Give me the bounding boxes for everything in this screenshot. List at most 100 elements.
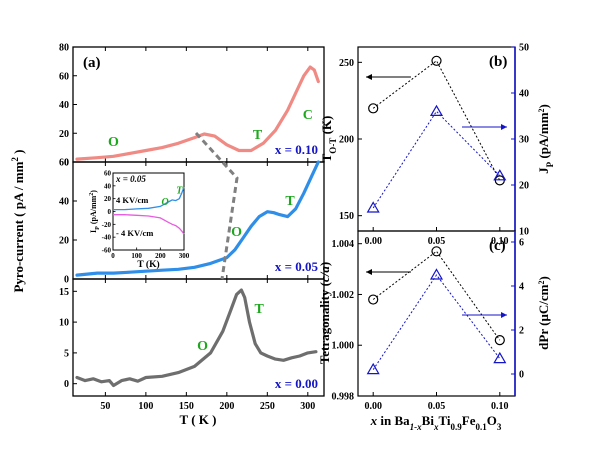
inset-x-label: T (K) xyxy=(137,259,159,270)
right-series-line xyxy=(372,110,501,209)
x-axis-label: x in Ba1-xBixTi0.9Fe0.1O3 xyxy=(370,413,502,432)
right-series-point xyxy=(493,169,507,181)
left-series-point xyxy=(494,335,505,346)
right-y-tick-label: 4 xyxy=(519,282,524,293)
left-y-tick-label: 200 xyxy=(339,135,354,146)
panel-b: 150 200 250 10 20 30 40 50 0.00 0.05 0.10 (b) TO-T (… xyxy=(319,43,555,248)
phase-label-O: O xyxy=(197,339,208,354)
right-y-tick-label: 20 xyxy=(519,181,529,192)
phase-label-C: C xyxy=(303,108,313,123)
inset-y-label: IP (pA/mm2) xyxy=(89,190,101,233)
x-tick-label: 300 xyxy=(300,401,315,412)
left-y-tick-label: 1.000 xyxy=(332,341,355,352)
inset-y-tick-label: 20 xyxy=(104,195,112,203)
right-y-tick-label: 0 xyxy=(519,370,524,381)
inset-frame xyxy=(112,172,185,251)
y-tick-label: 20 xyxy=(59,129,69,140)
x-tick-label: 0.10 xyxy=(491,401,509,412)
phase-label-O: O xyxy=(108,135,119,150)
inset-phase-label-T: T xyxy=(176,186,183,197)
phase-label-T: T xyxy=(285,194,295,209)
panel-label: (c) xyxy=(489,238,506,254)
left-y-tick-label: 1.004 xyxy=(332,239,355,250)
y-tick-label: 5 xyxy=(64,348,69,359)
right-y-tick-label: 40 xyxy=(519,89,529,100)
inset-x-tick-label: 100 xyxy=(131,252,142,260)
right-series-point xyxy=(493,351,507,364)
y-tick-label: 40 xyxy=(59,197,69,208)
left-series-point xyxy=(431,55,442,66)
composition-label: x = 0.10 xyxy=(275,142,318,157)
inset: -60 -40 -20 0 20 40 60 0 100 200 300 x = 0.05 4 KV/c… xyxy=(89,170,190,271)
left-y-tick-label: 150 xyxy=(339,211,354,222)
y-tick-label: 20 xyxy=(59,236,69,247)
inset-y-tick-label: 40 xyxy=(104,182,112,190)
x-tick-label: 50 xyxy=(100,401,110,412)
inset-phase-label-O: O xyxy=(161,197,168,208)
left-series-point xyxy=(431,246,442,257)
phase-label-O: O xyxy=(231,225,242,240)
x-tick-label: 250 xyxy=(260,401,275,412)
inset-y-tick-label: -20 xyxy=(102,221,112,229)
inset-legend-neg: - 4 KV/cm xyxy=(116,228,153,238)
x-tick-label: 0.10 xyxy=(491,236,509,247)
right-axis-arrow-head xyxy=(501,312,507,318)
x-tick-label: 0.00 xyxy=(364,401,382,412)
inset-y-tick-label: -40 xyxy=(102,234,112,242)
inset-y-tick-label: -60 xyxy=(102,247,112,255)
plot-frame xyxy=(72,278,325,397)
inset-title: x = 0.05 xyxy=(115,174,146,184)
right-y-tick-label: 30 xyxy=(519,135,529,146)
left-y-tick-label: 1.002 xyxy=(332,290,355,301)
y-tick-label: 0 xyxy=(64,158,69,169)
x-tick-label: 200 xyxy=(219,401,234,412)
series-line-x005 xyxy=(75,160,320,277)
right-y-tick-label: 10 xyxy=(519,227,529,238)
right-y-axis-label: JP (pA/mm2) xyxy=(536,104,555,174)
x-tick-label: 0.05 xyxy=(428,236,446,247)
composition-label: x = 0.00 xyxy=(275,376,318,391)
x-axis-label: T ( K ) xyxy=(180,412,217,427)
left-y-tick-label: 0.998 xyxy=(332,392,355,403)
right-y-tick-label: 50 xyxy=(519,43,529,54)
right-series-point xyxy=(366,362,380,375)
right-axis-arrow-head xyxy=(501,124,507,130)
right-series-line xyxy=(372,274,501,370)
y-tick-label: 15 xyxy=(59,287,69,298)
left-axis-arrow-head xyxy=(366,74,372,80)
y-tick-label: 0 xyxy=(64,379,69,390)
left-y-tick-label: 250 xyxy=(339,58,354,69)
x-tick-label: 150 xyxy=(179,401,194,412)
left-series-line xyxy=(372,250,501,341)
inset-legend-pos: 4 KV/cm xyxy=(116,195,148,205)
subplot-x000: 0 5 10 15 O Tx = 0.00 xyxy=(59,278,325,397)
series-line-x010 xyxy=(75,65,320,161)
left-y-axis-label: Tetragonality (c/a) xyxy=(317,262,332,364)
left-series-point xyxy=(368,294,379,305)
left-axis-arrow-head xyxy=(366,269,372,275)
y-tick-label: 10 xyxy=(59,318,69,329)
y-tick-label: 0 xyxy=(64,275,69,286)
x-tick-label: 100 xyxy=(138,401,153,412)
inset-x-tick-label: 200 xyxy=(155,252,166,260)
series-line-x000 xyxy=(75,288,318,388)
inset-series-line-1 xyxy=(113,214,185,235)
y-tick-label: 60 xyxy=(59,158,69,169)
plot-frame xyxy=(357,46,516,232)
right-y-tick-label: 2 xyxy=(519,326,524,337)
inset-x-tick-label: 0 xyxy=(111,252,115,260)
phase-label-T: T xyxy=(253,128,263,143)
inset-x-tick-label: 300 xyxy=(179,252,190,260)
y-axis-label: Pyro-current ( pA / mm2 ) xyxy=(10,149,26,292)
right-y-axis-label: dPr (μC/cm2) xyxy=(536,276,551,350)
x-tick-label: 0.00 xyxy=(364,236,382,247)
inset-y-tick-label: 60 xyxy=(104,170,112,178)
phase-label-T: T xyxy=(255,302,265,317)
right-series-point xyxy=(429,268,444,280)
y-tick-label: 60 xyxy=(59,71,69,82)
inset-y-tick-label: 0 xyxy=(108,208,112,216)
